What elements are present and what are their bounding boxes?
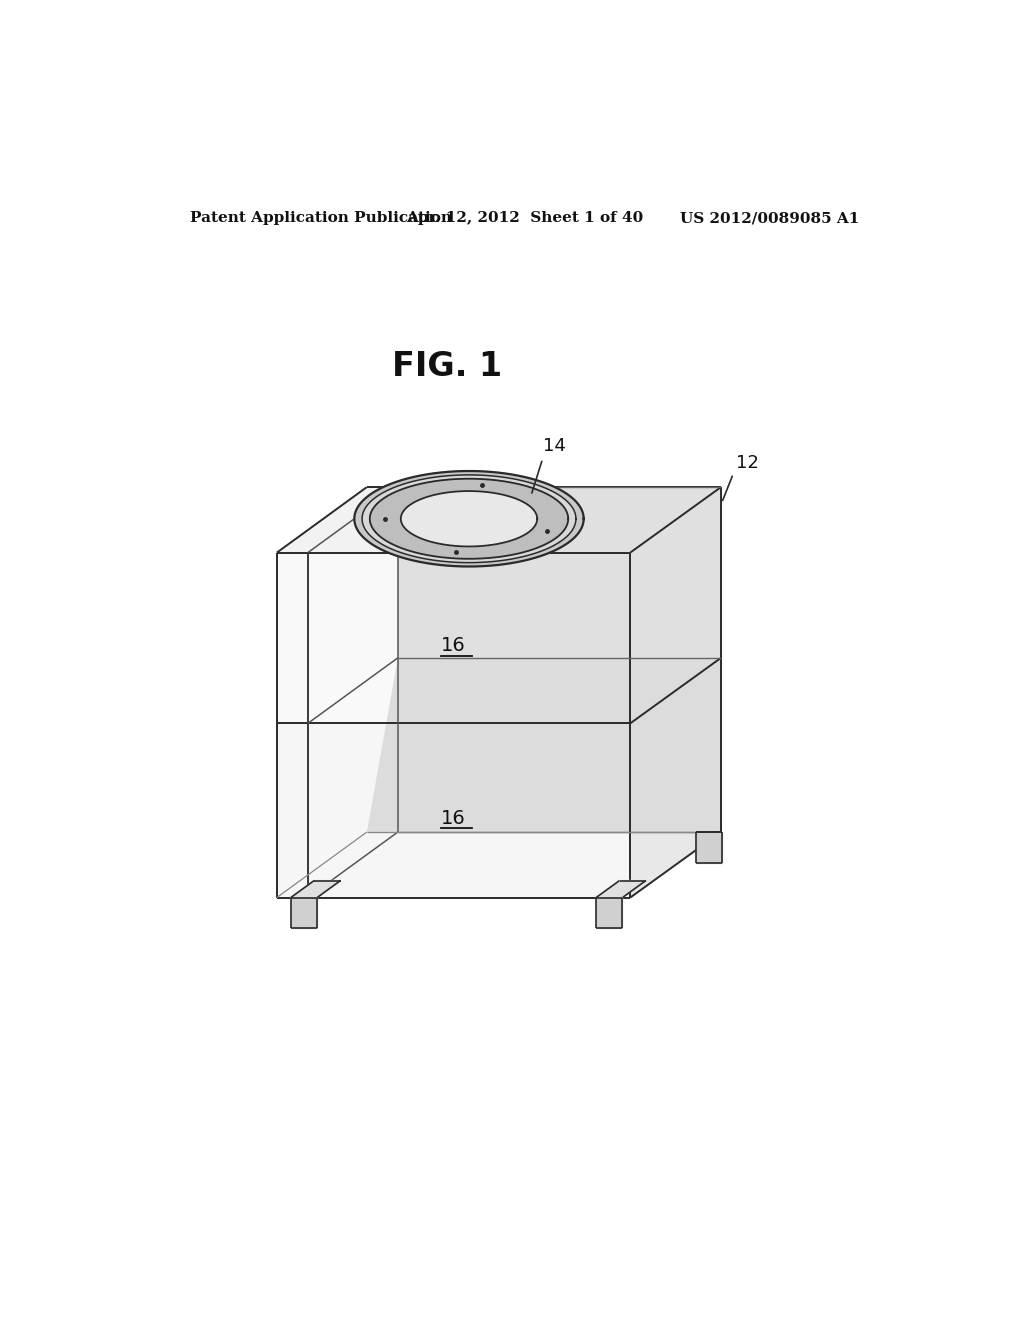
Polygon shape (291, 880, 341, 898)
Polygon shape (696, 832, 722, 863)
Polygon shape (397, 487, 721, 657)
Polygon shape (276, 487, 721, 553)
Polygon shape (291, 898, 317, 928)
Polygon shape (596, 880, 646, 898)
Polygon shape (367, 657, 721, 832)
Text: FIG. 1: FIG. 1 (391, 350, 502, 383)
Text: Patent Application Publication: Patent Application Publication (190, 211, 452, 226)
Text: 12: 12 (736, 454, 759, 471)
Polygon shape (276, 723, 630, 898)
Text: US 2012/0089085 A1: US 2012/0089085 A1 (680, 211, 859, 226)
Polygon shape (400, 491, 538, 546)
Polygon shape (630, 487, 721, 723)
Text: 16: 16 (441, 809, 466, 828)
Polygon shape (630, 487, 721, 898)
Text: 16: 16 (441, 636, 466, 655)
Polygon shape (276, 553, 630, 723)
Text: Apr. 12, 2012  Sheet 1 of 40: Apr. 12, 2012 Sheet 1 of 40 (407, 211, 643, 226)
Polygon shape (370, 479, 568, 558)
Polygon shape (362, 475, 575, 562)
Polygon shape (354, 471, 584, 566)
Text: 14: 14 (543, 437, 565, 455)
Polygon shape (596, 898, 623, 928)
